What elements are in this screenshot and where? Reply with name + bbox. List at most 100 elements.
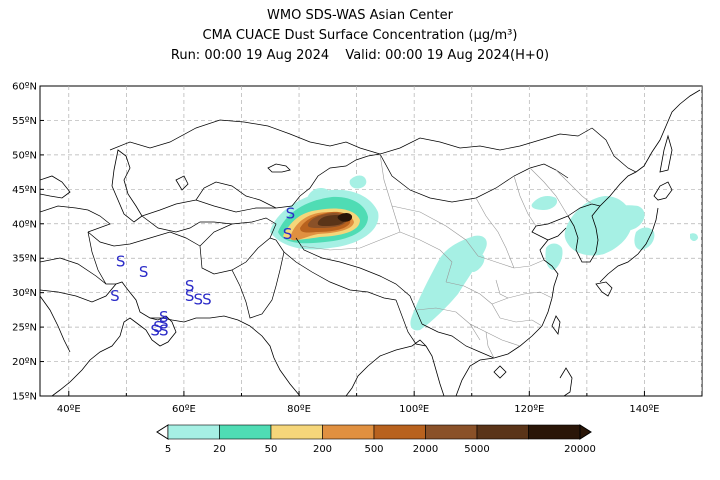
province-south-1 — [469, 323, 521, 347]
latitude-label: 20ºN — [12, 357, 37, 368]
dust-weather-symbol: S — [194, 291, 204, 309]
longitude-labels: 40ºE 60ºE 80ºE 100ºE 120ºE 140ºE — [57, 404, 660, 415]
latitude-label: 25ºN — [12, 323, 37, 334]
border-indochina — [421, 323, 495, 359]
coast-aral — [175, 175, 189, 191]
border-iran-iraq — [87, 231, 116, 285]
longitude-label: 140ºE — [629, 404, 659, 415]
dust-area-tibet-band — [410, 235, 487, 331]
coast-philippines — [559, 367, 573, 396]
coast-japan-honshu — [599, 207, 659, 283]
border-burma — [395, 299, 427, 347]
map-subtitle: CMA CUACE Dust Surface Concentration (μg… — [202, 28, 518, 43]
coast-japan-kyushu — [595, 281, 613, 297]
latitude-label: 55ºN — [12, 116, 37, 127]
longitude-label: 60ºE — [172, 404, 196, 415]
coast-russia-far-east — [643, 89, 701, 167]
border-mongolia-north — [379, 127, 593, 155]
colorbar-labels: 5 20 50 200 500 2000 5000 20000 — [165, 444, 596, 455]
dust-weather-symbol: S — [159, 322, 169, 340]
province-ne-1 — [555, 169, 593, 205]
latitude-label: 35ºN — [12, 254, 37, 265]
dust-weather-symbol: S — [159, 315, 169, 333]
coast-east-china — [539, 227, 567, 327]
dust-weather-symbol: S — [202, 291, 212, 309]
longitude-label: 80ºE — [287, 404, 311, 415]
coast-arabia-persia — [40, 281, 177, 396]
colorbar-left-triangle — [156, 424, 169, 440]
coastlines — [40, 89, 701, 396]
coast-hokkaido — [653, 181, 673, 201]
colorbar-swatches — [167, 424, 581, 440]
border-china-west — [291, 153, 381, 207]
coast-gulf-oman — [150, 315, 251, 327]
colorbar-swatch — [270, 424, 323, 440]
province-north-3 — [495, 279, 509, 299]
longitude-label: 40ºE — [57, 404, 81, 415]
border-turkey — [40, 205, 111, 233]
country-borders — [40, 119, 637, 359]
run-time: Run: 00:00 19 Aug 2024 — [170, 48, 330, 63]
dust-weather-symbol: S — [185, 277, 195, 295]
dust-area-north-china — [465, 254, 485, 272]
latitude-labels: 60ºN 55ºN 50ºN 45ºN 40ºN 35ºN 30ºN 25ºN 20ºN 15ºN — [12, 82, 37, 403]
province-xinjiang-gansu — [379, 153, 401, 233]
border-china-sw — [295, 237, 423, 325]
border-mongolia-south — [379, 153, 569, 203]
colorbar-label: 20 — [213, 444, 226, 455]
coast-red-sea — [40, 295, 71, 353]
province-central-3 — [499, 317, 543, 327]
coast-black-sea — [40, 175, 71, 199]
border-india-nepal — [283, 251, 397, 301]
coast-bay-bengal — [345, 339, 427, 396]
province-north-1 — [475, 197, 515, 269]
colorbar-label: 2000 — [413, 444, 438, 455]
province-tibet-qinghai — [399, 231, 453, 283]
colorbar-label: 5000 — [464, 444, 489, 455]
run-valid-line: Run: 00:00 19 Aug 2024 Valid: 00:00 19 A… — [0, 46, 720, 66]
province-ne-2 — [529, 167, 569, 217]
colorbar-label: 200 — [313, 444, 332, 455]
dust-area-taklimakan-20000 — [337, 213, 353, 222]
colorbar: 5 20 50 200 500 2000 5000 20000 — [156, 424, 596, 455]
border-iran — [87, 231, 201, 247]
longitude-label: 120ºE — [514, 404, 544, 415]
latitude-label: 15ºN — [12, 392, 37, 403]
latitude-label: 50ºN — [12, 150, 37, 161]
colorbar-label: 5 — [165, 444, 171, 455]
border-china-korea — [567, 203, 601, 217]
longitude-ticks — [40, 85, 703, 397]
dust-area-dzungaria — [307, 188, 329, 200]
dust-weather-symbol: S — [286, 204, 296, 222]
dust-concentration-shading — [270, 175, 698, 331]
colorbar-label: 500 — [364, 444, 383, 455]
colorbar-swatch — [373, 424, 426, 440]
border-china-ne — [591, 127, 637, 173]
dust-area-japan-sea — [595, 205, 645, 232]
province-sichuan — [445, 281, 501, 319]
border-pakistan — [231, 237, 285, 319]
longitude-label: 100ºE — [399, 404, 429, 415]
province-gansu — [391, 205, 479, 257]
title-block: WMO SDS-WAS Asian Center CMA CUACE Dust … — [0, 6, 720, 66]
colorbar-swatch — [476, 424, 529, 440]
border-uzbek-turkmen — [141, 215, 233, 233]
latitude-label: 40ºN — [12, 219, 37, 230]
province-central-2 — [491, 291, 553, 305]
dust-area-east-xinjiang — [349, 175, 367, 189]
border-saudi — [40, 257, 107, 285]
coast-indochina — [425, 345, 445, 396]
dust-area-mongolia-east — [531, 196, 558, 210]
map-title: WMO SDS-WAS Asian Center — [267, 8, 453, 23]
colorbar-swatch — [167, 424, 220, 440]
dust-weather-symbol: S — [150, 322, 160, 340]
dust-weather-symbol: S — [283, 225, 293, 243]
valid-time: Valid: 00:00 19 Aug 2024(H+0) — [345, 48, 550, 63]
border-kazakhstan-south — [141, 199, 293, 217]
coast-hainan — [493, 365, 507, 379]
dust-weather-symbol: S — [185, 287, 195, 305]
dust-area-pacific-fleck — [690, 233, 698, 241]
coast-taiwan — [551, 315, 561, 335]
latitude-label: 60ºN — [12, 82, 37, 93]
